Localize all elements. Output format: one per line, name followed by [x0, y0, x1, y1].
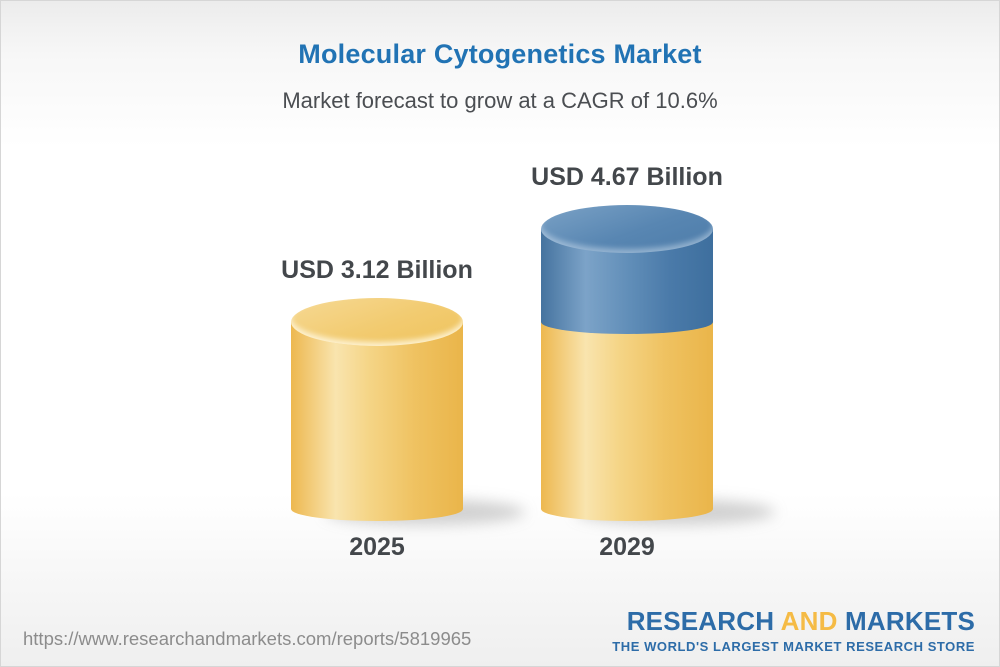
- logo-word-research: RESEARCH: [626, 606, 775, 636]
- logo-tagline: THE WORLD'S LARGEST MARKET RESEARCH STOR…: [612, 639, 975, 654]
- logo-word-markets: MARKETS: [845, 606, 975, 636]
- research-and-markets-logo: RESEARCH AND MARKETS THE WORLD'S LARGEST…: [612, 606, 975, 654]
- cylinder-segment-gold: [541, 321, 713, 521]
- cylinder-segment-gold: [291, 321, 463, 521]
- bar-value-label: USD 4.67 Billion: [531, 162, 723, 191]
- bar-value-label: USD 3.12 Billion: [281, 255, 473, 284]
- bar-year-label: 2029: [599, 533, 655, 561]
- cylinder-top-cap-blue: [541, 204, 713, 253]
- logo-word-and: AND: [780, 606, 838, 636]
- chart-subtitle: Market forecast to grow at a CAGR of 10.…: [282, 88, 718, 113]
- cylinder-top-cap-gold: [291, 297, 463, 346]
- report-url: https://www.researchandmarkets.com/repor…: [23, 628, 472, 649]
- chart-title: Molecular Cytogenetics Market: [298, 39, 702, 69]
- bar-year-label: 2025: [349, 533, 405, 561]
- logo-wordmark: RESEARCH AND MARKETS: [612, 606, 975, 637]
